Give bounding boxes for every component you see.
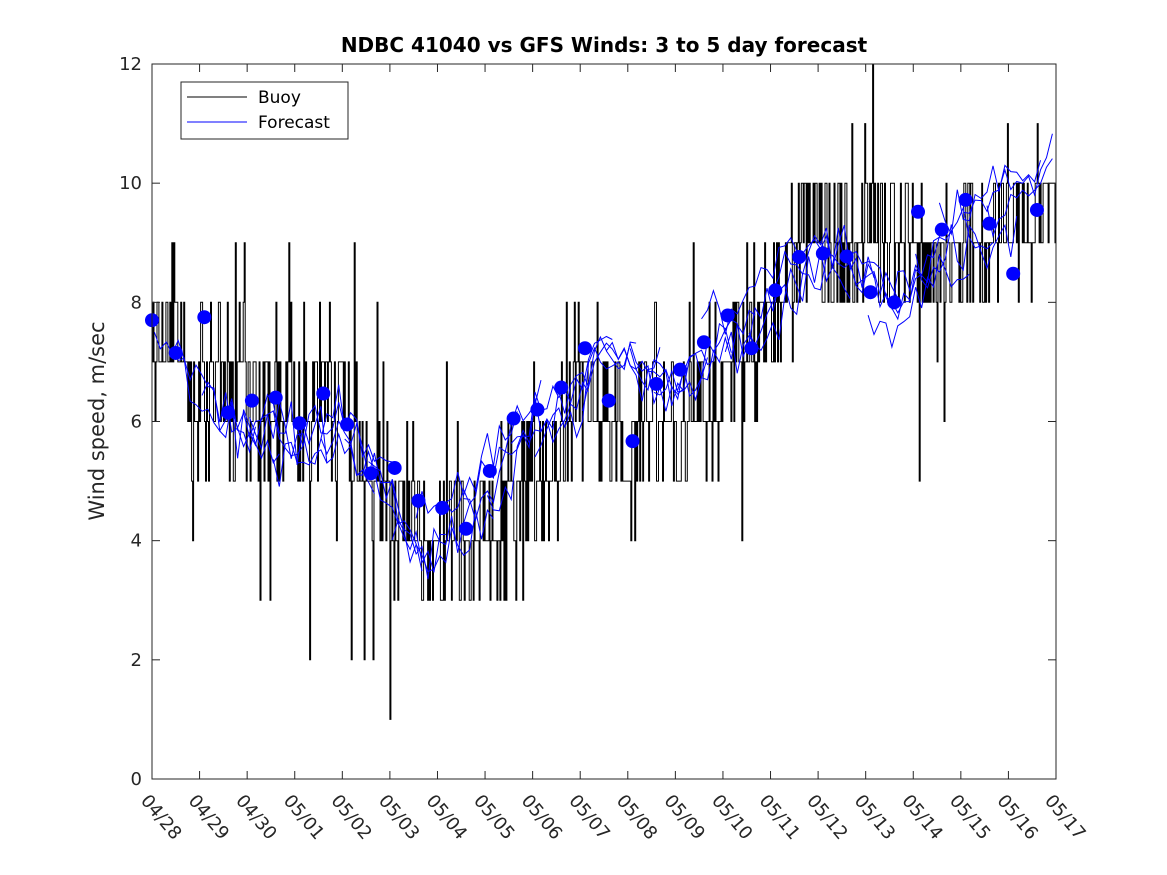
forecast-marker xyxy=(363,466,378,481)
forecast-run xyxy=(891,206,994,314)
y-axis: 0 2 4 6 8 10 12 xyxy=(119,54,1056,790)
forecast-run xyxy=(582,335,685,412)
forecast-marker xyxy=(1029,202,1044,217)
forecast-marker xyxy=(696,335,711,350)
forecast-marker xyxy=(316,386,331,401)
forecast-marker xyxy=(459,521,474,536)
forecast-marker xyxy=(863,285,878,300)
legend-box xyxy=(180,81,349,140)
forecast-marker xyxy=(839,249,854,264)
legend-label: Buoy xyxy=(258,88,301,108)
forecast-run xyxy=(820,240,922,321)
forecast-marker xyxy=(911,204,926,219)
forecast-run xyxy=(867,253,970,349)
forecast-marker xyxy=(577,341,592,356)
forecast-run xyxy=(605,341,708,412)
forecast-marker xyxy=(221,405,236,420)
forecast-marker xyxy=(482,463,497,478)
forecast-marker xyxy=(268,390,283,405)
forecast-marker xyxy=(387,460,402,475)
legend-label: Forecast xyxy=(258,113,330,133)
y-tick-label: 6 xyxy=(131,412,142,433)
y-tick-label: 4 xyxy=(131,531,142,552)
forecast-run xyxy=(534,341,637,458)
forecast-marker xyxy=(768,283,783,298)
forecast-marker xyxy=(506,411,521,426)
forecast-run xyxy=(748,250,851,352)
forecast-run xyxy=(486,381,589,512)
y-axis-label: Wind speed, m/sec xyxy=(85,321,109,520)
forecast-marker xyxy=(340,417,355,432)
forecast-run xyxy=(177,357,280,464)
forecast-marker xyxy=(554,380,569,395)
forecast-marker xyxy=(244,393,259,408)
y-tick-label: 10 xyxy=(119,173,142,194)
forecast-marker xyxy=(934,222,949,237)
legend: Buoy Forecast xyxy=(180,81,349,140)
y-tick-label: 12 xyxy=(119,54,142,75)
forecast-marker xyxy=(649,376,664,391)
y-tick-label: 0 xyxy=(131,769,142,790)
forecast-run xyxy=(201,381,304,457)
forecast-run xyxy=(963,133,1053,214)
forecast-run xyxy=(249,384,351,465)
chart-title: NDBC 41040 vs GFS Winds: 3 to 5 day fore… xyxy=(341,33,868,57)
forecast-marker xyxy=(601,393,616,408)
forecast-markers xyxy=(145,192,1044,536)
forecast-marker xyxy=(744,341,759,356)
forecast-marker xyxy=(292,416,307,431)
forecast-run xyxy=(677,284,780,391)
buoy-line xyxy=(152,63,1056,720)
y-tick-label: 2 xyxy=(131,650,142,671)
forecast-run xyxy=(701,236,803,335)
forecast-marker xyxy=(1006,266,1021,281)
forecast-marker xyxy=(958,192,973,207)
forecast-marker xyxy=(720,308,735,323)
forecast-run xyxy=(320,419,423,572)
forecast-marker xyxy=(435,500,450,515)
forecast-run xyxy=(415,411,518,519)
forecast-run xyxy=(344,421,446,573)
forecast-run xyxy=(772,225,875,291)
forecast-marker xyxy=(530,402,545,417)
forecast-marker xyxy=(792,250,807,265)
forecast-marker xyxy=(625,434,640,449)
y-tick-label: 8 xyxy=(131,292,142,313)
forecast-run xyxy=(463,388,566,522)
forecast-marker xyxy=(815,246,830,261)
forecast-run xyxy=(844,228,946,311)
forecast-marker xyxy=(197,310,212,325)
forecast-run xyxy=(938,160,1041,236)
forecast-marker xyxy=(168,345,183,360)
forecast-run xyxy=(986,158,1053,239)
forecast-marker xyxy=(982,216,997,231)
buoy-series xyxy=(152,63,1056,720)
forecast-marker xyxy=(887,295,902,310)
forecast-marker xyxy=(673,362,688,377)
forecast-marker xyxy=(411,493,426,508)
forecast-run xyxy=(915,216,1018,289)
